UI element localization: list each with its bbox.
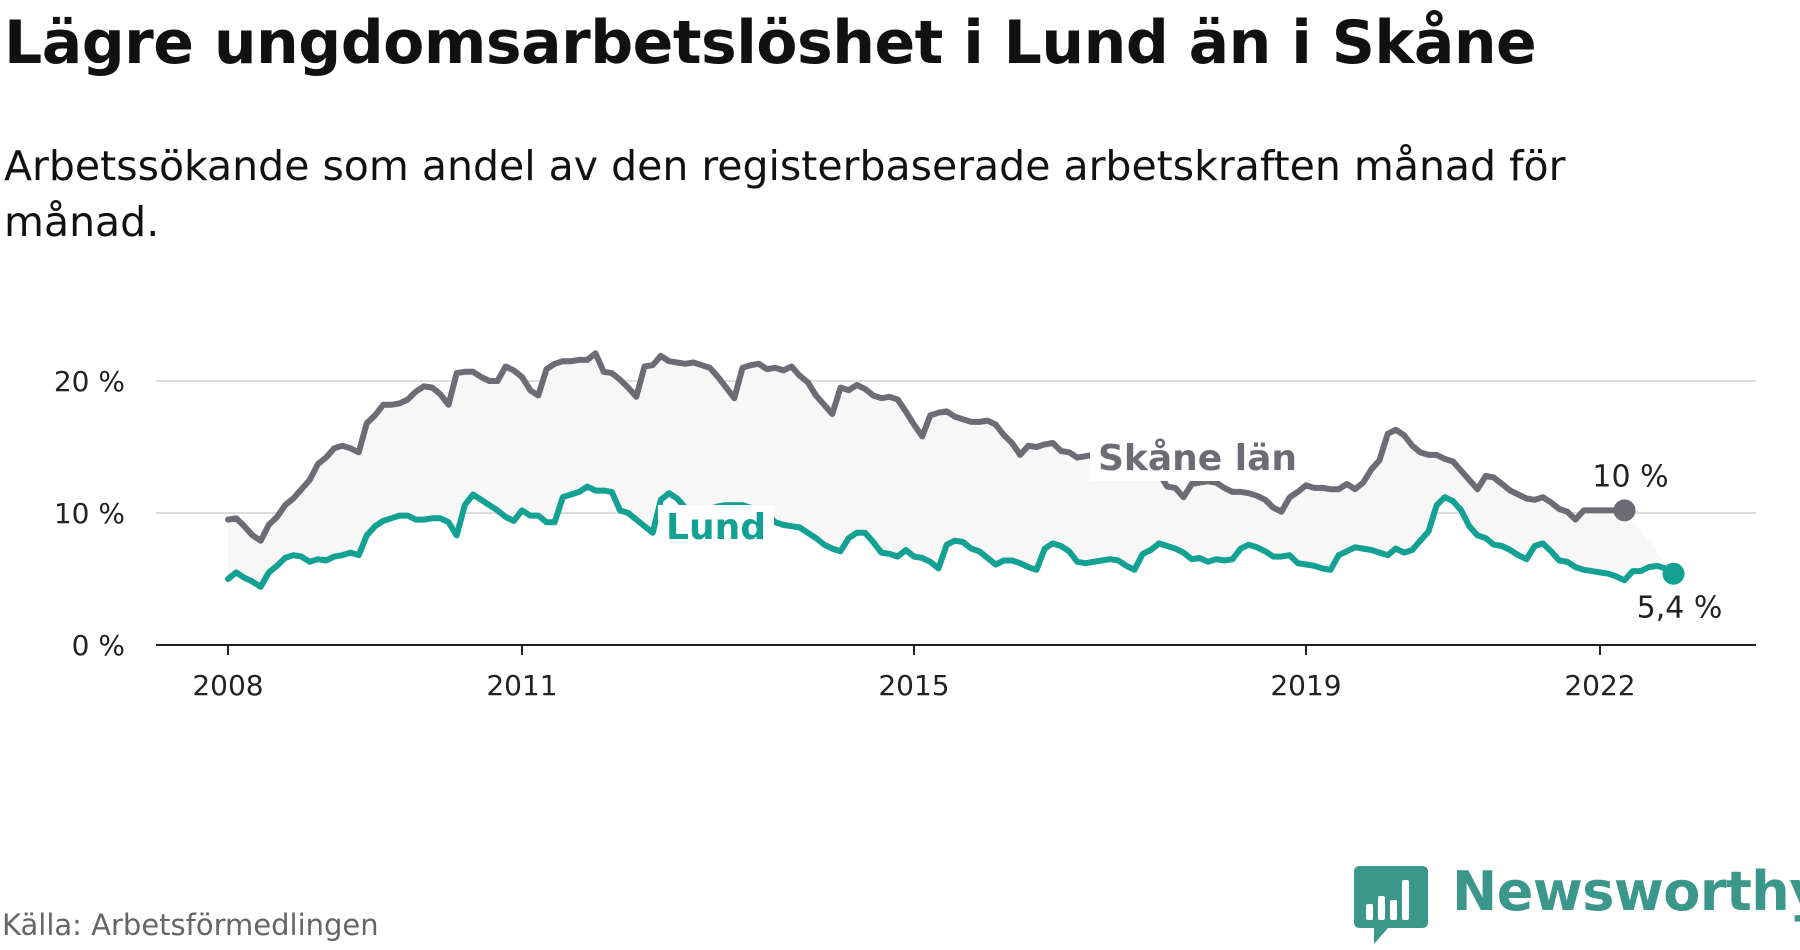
series-line-skane [225,350,1628,544]
y-tick-label: 20 % [54,365,125,398]
series-line-skane-end-marker [1613,499,1636,522]
x-tick-label: 2015 [878,669,949,702]
series-label-lund-background [658,505,774,550]
end-label-skane: 10 % [1592,459,1668,494]
chart-title: Lägre ungdomsarbetslöshet i Lund än i Sk… [4,8,1537,78]
x-tick-label: 2022 [1564,669,1635,702]
x-tick-label: 2019 [1270,669,1341,702]
series-line-lund-end-marker [1662,562,1685,585]
end-label-lund: 5,4 % [1637,591,1723,626]
chart-subtitle: Arbetssökande som andel av den registerb… [4,142,1566,246]
series-label-lund: Lund [666,507,766,548]
y-tick-label: 0 % [72,629,125,662]
series-label-skane: Skåne län [1098,438,1297,479]
series-lines [225,350,1685,590]
series-label-skane-background [1090,436,1306,481]
newsworthy-bar-chart-icon [1354,866,1428,944]
x-axis-ticks: 2008 2011 2015 2019 2022 [192,645,1636,702]
x-tick-label: 2011 [486,669,557,702]
source-note: Källa: Arbetsförmedlingen [2,908,379,942]
gap-band [228,353,1674,587]
y-axis-ticks: 0 % 10 % 20 % [54,365,125,662]
series-labels: Skåne län Lund 10 % 5,4 % [658,436,1722,626]
series-line-lund [225,483,1677,590]
newsworthy-logo-text: Newsworthy [1452,860,1800,923]
y-tick-label: 10 % [54,497,125,530]
newsworthy-logo: Newsworthy [1348,858,1800,948]
x-tick-label: 2008 [192,669,263,702]
line-chart: 2008 2011 2015 2019 2022 0 % 10 % 20 % Skåne l… [54,350,1756,702]
